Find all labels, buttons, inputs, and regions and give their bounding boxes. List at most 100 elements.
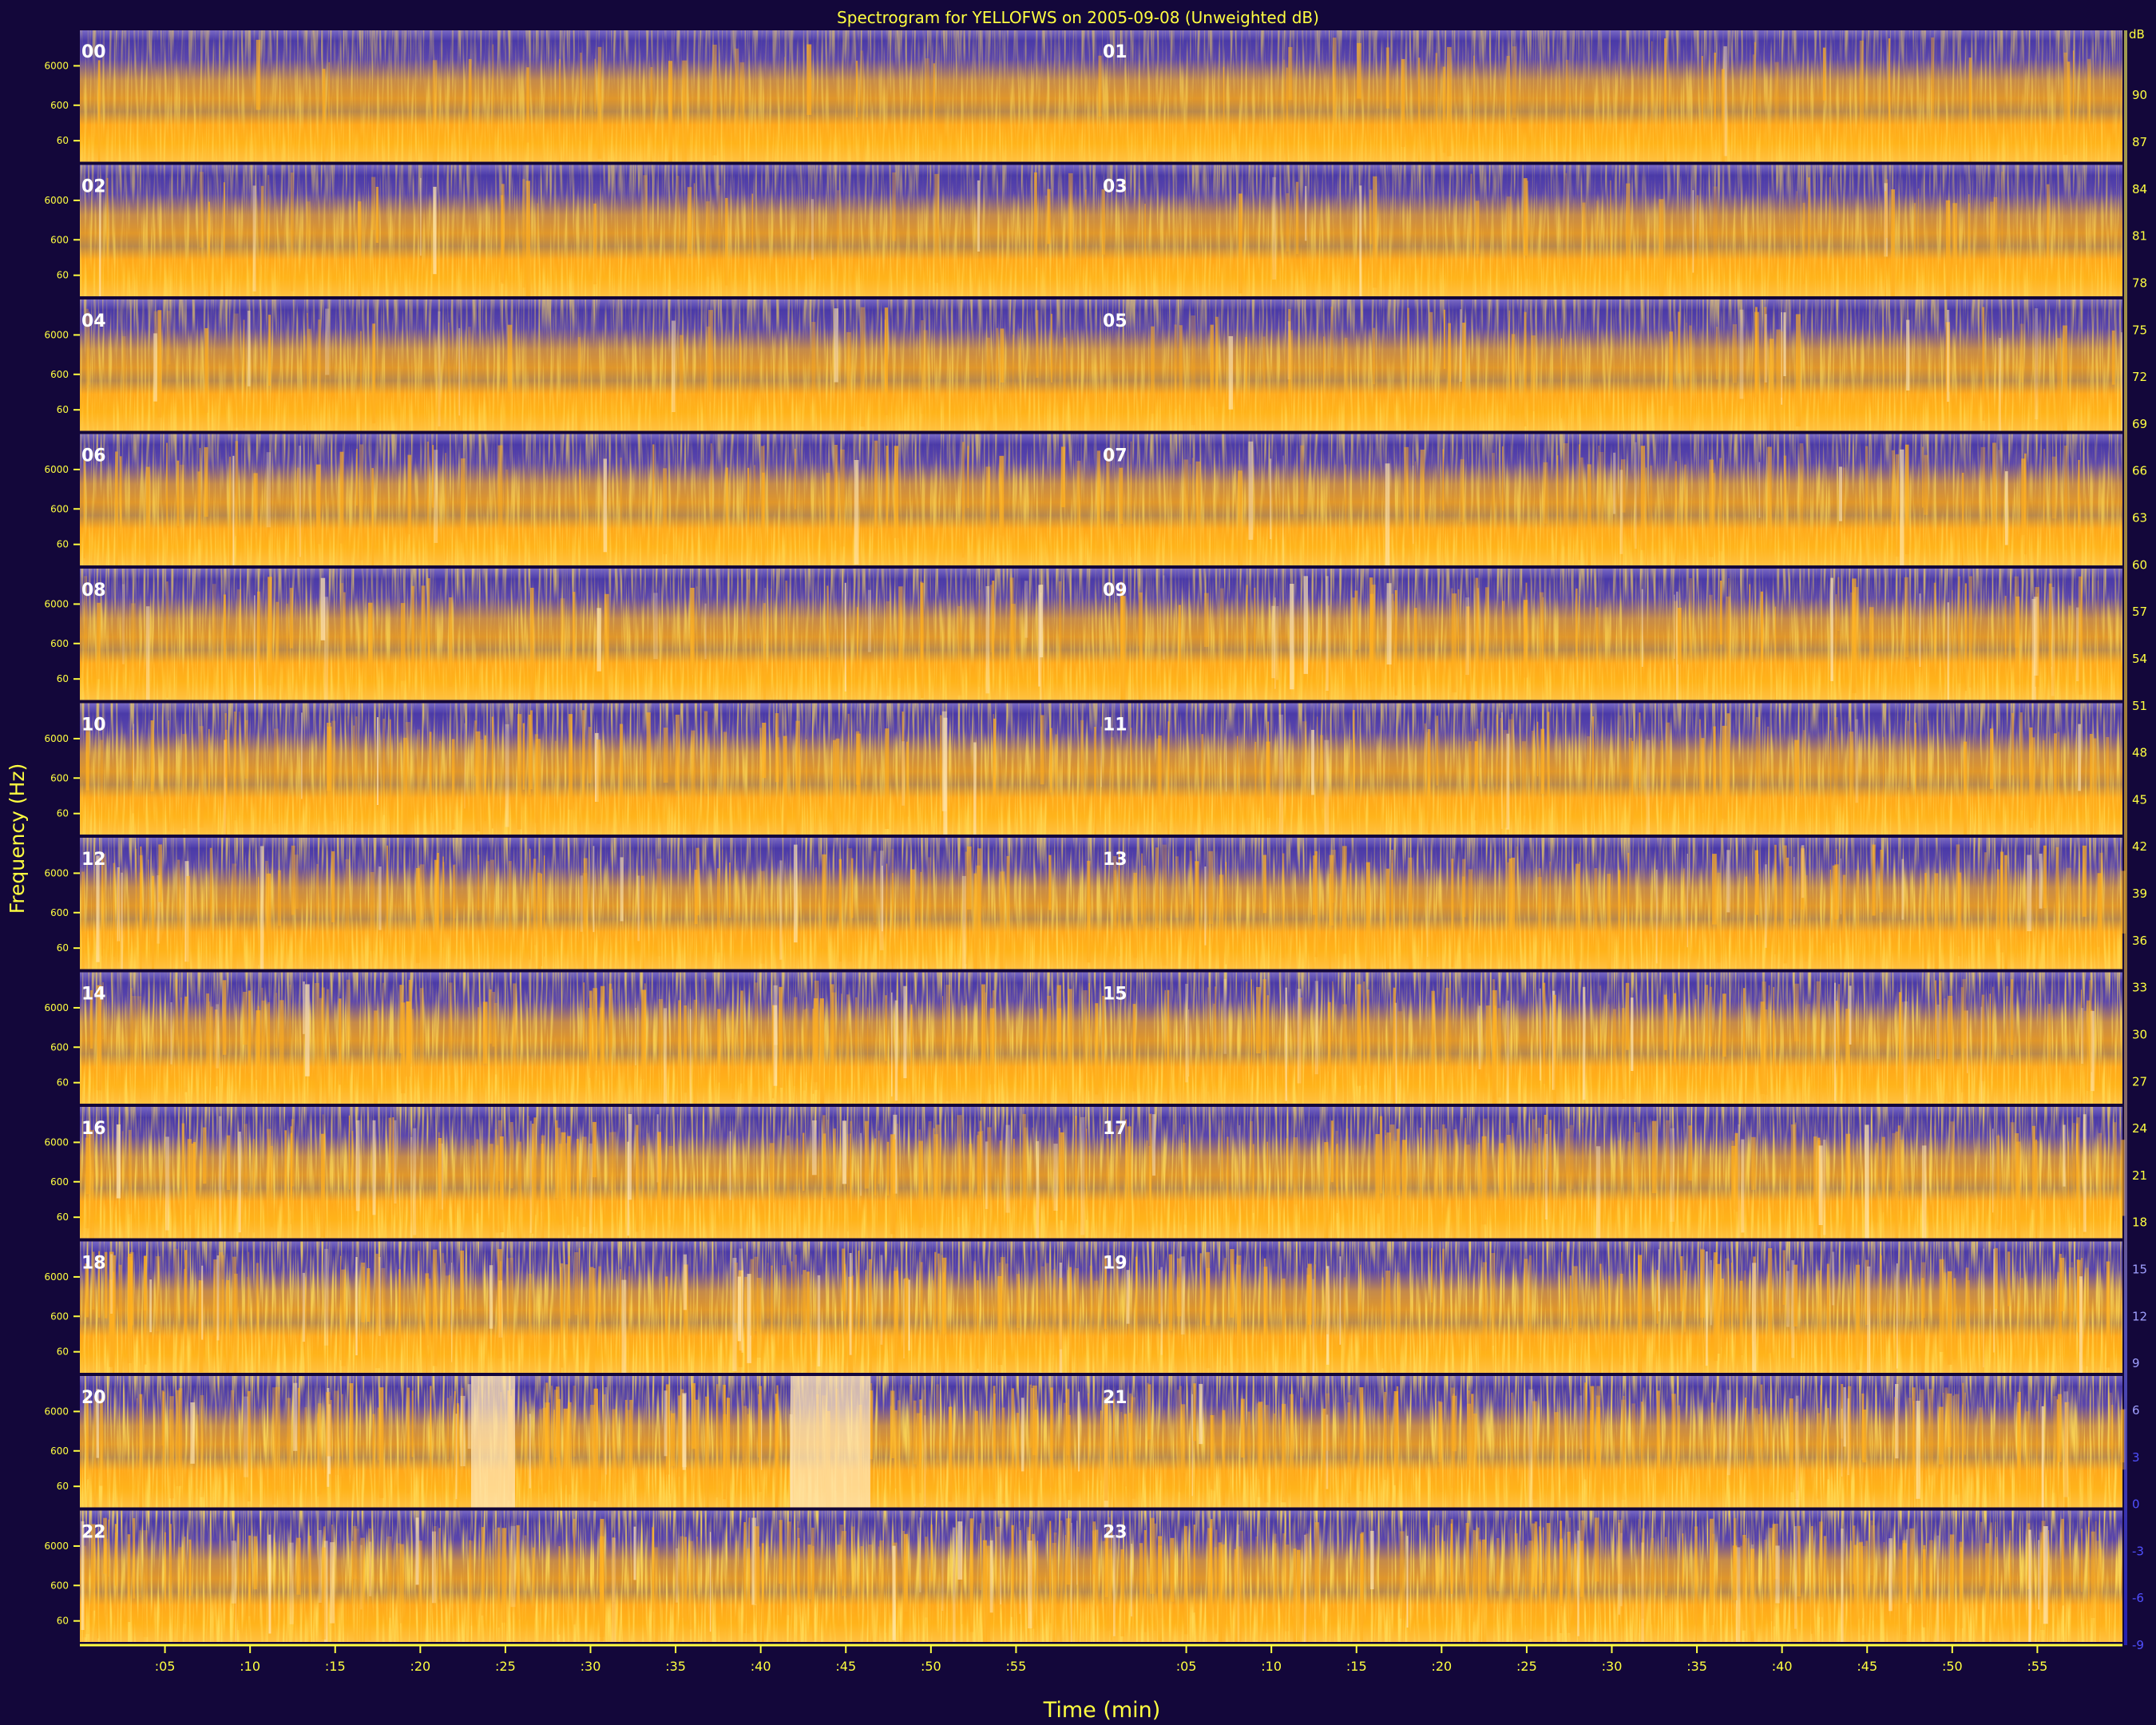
activity-streak xyxy=(221,1279,224,1373)
activity-streak xyxy=(902,1531,905,1642)
hour-label: 03 xyxy=(1103,177,1128,197)
activity-streak xyxy=(890,1406,892,1481)
activity-streak xyxy=(1352,597,1356,700)
activity-streak xyxy=(525,180,530,296)
activity-streak xyxy=(918,1140,923,1228)
activity-streak xyxy=(219,1116,222,1238)
freq-tick-label: 6000 xyxy=(44,867,69,878)
activity-streak xyxy=(1219,1546,1223,1642)
activity-streak xyxy=(266,1004,271,1104)
activity-streak xyxy=(1286,1138,1288,1199)
activity-streak xyxy=(842,1120,847,1184)
activity-streak xyxy=(1223,978,1227,1054)
activity-streak xyxy=(1829,870,1831,946)
activity-streak xyxy=(1473,1414,1477,1492)
activity-streak xyxy=(1176,1390,1179,1492)
activity-streak xyxy=(1477,1143,1480,1239)
activity-streak xyxy=(826,585,829,658)
activity-streak xyxy=(1794,983,1799,1041)
activity-streak xyxy=(1841,1408,1843,1477)
activity-streak xyxy=(1436,716,1438,786)
activity-streak xyxy=(1092,1530,1096,1600)
activity-streak xyxy=(453,864,456,918)
activity-streak xyxy=(1715,1263,1721,1354)
activity-streak xyxy=(1102,1541,1107,1603)
hour-label: 05 xyxy=(1103,311,1128,331)
activity-streak xyxy=(1148,1145,1151,1231)
activity-streak xyxy=(1712,473,1715,526)
activity-streak xyxy=(1385,463,1390,565)
activity-streak xyxy=(1000,871,1005,970)
activity-streak xyxy=(1953,1278,1956,1360)
activity-streak xyxy=(1210,1415,1214,1489)
activity-streak xyxy=(1774,61,1779,131)
activity-streak xyxy=(1152,1114,1155,1176)
activity-streak xyxy=(981,1130,984,1220)
activity-streak xyxy=(847,848,853,962)
activity-streak xyxy=(1066,1388,1070,1456)
activity-streak xyxy=(1188,1009,1190,1077)
activity-streak xyxy=(327,1388,330,1487)
activity-streak xyxy=(1641,1528,1646,1619)
activity-streak xyxy=(517,714,522,830)
activity-streak xyxy=(2063,52,2067,155)
activity-streak xyxy=(1803,730,1805,794)
activity-streak xyxy=(1989,993,1991,1066)
activity-streak xyxy=(1094,727,1096,835)
activity-streak xyxy=(1406,1536,1409,1628)
activity-streak xyxy=(266,452,271,528)
activity-streak xyxy=(1357,984,1361,1086)
activity-streak xyxy=(1843,1386,1846,1447)
activity-streak xyxy=(1036,1140,1040,1239)
activity-streak xyxy=(426,441,429,543)
activity-streak xyxy=(1627,1141,1631,1239)
activity-streak xyxy=(1834,717,1838,806)
activity-streak xyxy=(1719,581,1722,644)
activity-streak xyxy=(168,1409,173,1476)
activity-streak xyxy=(1464,1117,1467,1220)
activity-streak xyxy=(578,1247,581,1372)
activity-streak xyxy=(413,1128,417,1235)
activity-streak xyxy=(1660,740,1663,802)
activity-streak xyxy=(1794,740,1799,796)
activity-streak xyxy=(1234,1549,1238,1642)
activity-streak xyxy=(833,740,837,835)
activity-streak xyxy=(2048,1004,2051,1104)
activity-streak xyxy=(1708,594,1713,694)
activity-streak xyxy=(1011,604,1016,676)
activity-streak xyxy=(1289,1394,1294,1481)
activity-streak xyxy=(143,1255,147,1311)
activity-streak xyxy=(1427,729,1431,834)
noise-burst xyxy=(471,1376,515,1508)
activity-streak xyxy=(722,849,723,954)
activity-streak xyxy=(795,448,796,510)
activity-streak xyxy=(392,1117,394,1215)
activity-streak xyxy=(1834,982,1837,1101)
activity-streak xyxy=(113,862,115,957)
activity-streak xyxy=(530,588,534,700)
activity-streak xyxy=(118,1264,122,1373)
activity-streak xyxy=(1722,993,1726,1057)
activity-streak xyxy=(822,854,826,949)
activity-streak xyxy=(253,1536,257,1590)
activity-streak xyxy=(1407,307,1409,429)
activity-streak xyxy=(919,1251,921,1306)
activity-streak xyxy=(275,601,279,700)
activity-streak xyxy=(1417,58,1421,162)
activity-streak xyxy=(394,1120,397,1204)
activity-streak xyxy=(208,728,210,797)
time-tick-label: :55 xyxy=(1006,1659,1027,1674)
activity-streak xyxy=(166,442,168,529)
activity-streak xyxy=(387,1536,392,1618)
activity-streak xyxy=(150,720,154,791)
activity-streak xyxy=(676,176,680,290)
activity-streak xyxy=(1745,876,1748,950)
activity-streak xyxy=(505,724,509,827)
activity-streak xyxy=(1506,1135,1511,1205)
activity-streak xyxy=(1466,606,1470,700)
activity-streak xyxy=(208,1001,210,1064)
activity-streak xyxy=(1721,1279,1724,1347)
